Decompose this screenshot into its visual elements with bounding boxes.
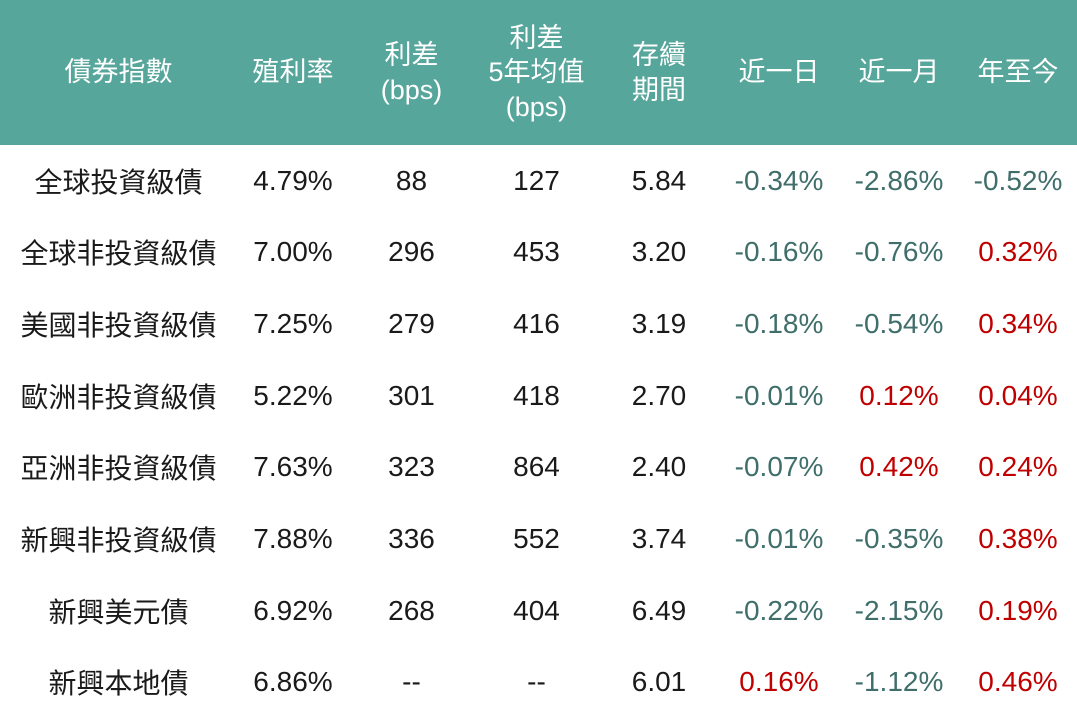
value-cell: -0.76% (839, 216, 959, 289)
value-cell: -2.15% (839, 574, 959, 647)
value-cell: 6.92% (237, 574, 349, 647)
value-cell: 7.00% (237, 216, 349, 289)
header-spread-bps: 利差 (bps) (349, 0, 474, 145)
value-cell: 0.38% (959, 503, 1077, 575)
table-row: 全球投資級債 4.79% 88 127 5.84 -0.34% -2.86% -0.52% (0, 145, 1077, 217)
header-duration: 存續 期間 (599, 0, 719, 145)
value-cell: 7.63% (237, 431, 349, 504)
value-cell: 7.88% (237, 503, 349, 575)
value-cell: 4.79% (237, 145, 349, 217)
value-cell: -0.18% (719, 288, 839, 360)
value-cell: -0.07% (719, 431, 839, 504)
value-cell: 3.20 (599, 216, 719, 289)
value-cell: -0.01% (719, 503, 839, 575)
table-header: 債券指數 殖利率 利差 (bps) 利差 5年均值 (bps) 存續 期間 近一… (0, 0, 1077, 145)
header-yield: 殖利率 (237, 0, 349, 145)
value-cell: 2.70 (599, 359, 719, 432)
value-cell: 5.22% (237, 359, 349, 432)
value-cell: 404 (474, 574, 599, 647)
value-cell: -2.86% (839, 145, 959, 217)
bond-index-name-cell: 亞洲非投資級債 (0, 431, 237, 504)
value-cell: -0.35% (839, 503, 959, 575)
table-row: 歐洲非投資級債 5.22% 301 418 2.70 -0.01% 0.12% 0.04% (0, 359, 1077, 432)
bond-index-name-cell: 新興本地債 (0, 646, 237, 718)
value-cell: 3.74 (599, 503, 719, 575)
value-cell: -0.01% (719, 359, 839, 432)
value-cell: 6.49 (599, 574, 719, 647)
table-row: 新興非投資級債 7.88% 336 552 3.74 -0.01% -0.35% 0.38% (0, 503, 1077, 575)
value-cell: -- (474, 646, 599, 718)
value-cell: 323 (349, 431, 474, 504)
table-row: 亞洲非投資級債 7.63% 323 864 2.40 -0.07% 0.42% 0.24% (0, 431, 1077, 504)
header-1-month: 近一月 (839, 0, 959, 145)
value-cell: 2.40 (599, 431, 719, 504)
table-row: 新興美元債 6.92% 268 404 6.49 -0.22% -2.15% 0.19% (0, 574, 1077, 647)
value-cell: 0.32% (959, 216, 1077, 289)
value-cell: 416 (474, 288, 599, 360)
value-cell: -0.22% (719, 574, 839, 647)
header-row: 債券指數 殖利率 利差 (bps) 利差 5年均值 (bps) 存續 期間 近一… (0, 0, 1077, 145)
header-year-to-date: 年至今 (959, 0, 1077, 145)
bond-index-name-cell: 全球非投資級債 (0, 216, 237, 289)
value-cell: 3.19 (599, 288, 719, 360)
value-cell: 7.25% (237, 288, 349, 360)
value-cell: -0.34% (719, 145, 839, 217)
value-cell: 453 (474, 216, 599, 289)
header-bond-index: 債券指數 (0, 0, 237, 145)
value-cell: -- (349, 646, 474, 718)
value-cell: -0.16% (719, 216, 839, 289)
value-cell: 0.19% (959, 574, 1077, 647)
value-cell: -0.54% (839, 288, 959, 360)
bond-index-name-cell: 新興非投資級債 (0, 503, 237, 575)
value-cell: 0.24% (959, 431, 1077, 504)
value-cell: 127 (474, 145, 599, 217)
value-cell: -0.52% (959, 145, 1077, 217)
bond-index-name-cell: 全球投資級債 (0, 145, 237, 217)
header-spread-5yr-avg-bps: 利差 5年均值 (bps) (474, 0, 599, 145)
value-cell: 0.42% (839, 431, 959, 504)
value-cell: 418 (474, 359, 599, 432)
value-cell: 0.04% (959, 359, 1077, 432)
value-cell: 88 (349, 145, 474, 217)
header-1-day: 近一日 (719, 0, 839, 145)
table-body: 全球投資級債 4.79% 88 127 5.84 -0.34% -2.86% -0.52% 全球… (0, 145, 1077, 718)
table-row: 新興本地債 6.86% -- -- 6.01 0.16% -1.12% 0.46% (0, 646, 1077, 718)
value-cell: 864 (474, 431, 599, 504)
value-cell: 279 (349, 288, 474, 360)
bond-index-name-cell: 美國非投資級債 (0, 288, 237, 360)
value-cell: -1.12% (839, 646, 959, 718)
value-cell: 6.86% (237, 646, 349, 718)
value-cell: 6.01 (599, 646, 719, 718)
value-cell: 0.16% (719, 646, 839, 718)
table-row: 全球非投資級債 7.00% 296 453 3.20 -0.16% -0.76% 0.32% (0, 216, 1077, 289)
value-cell: 5.84 (599, 145, 719, 217)
value-cell: 0.34% (959, 288, 1077, 360)
value-cell: 296 (349, 216, 474, 289)
table-row: 美國非投資級債 7.25% 279 416 3.19 -0.18% -0.54% 0.34% (0, 288, 1077, 360)
value-cell: 552 (474, 503, 599, 575)
value-cell: 0.12% (839, 359, 959, 432)
value-cell: 336 (349, 503, 474, 575)
value-cell: 0.46% (959, 646, 1077, 718)
bond-index-name-cell: 新興美元債 (0, 574, 237, 647)
bond-index-name-cell: 歐洲非投資級債 (0, 359, 237, 432)
value-cell: 268 (349, 574, 474, 647)
value-cell: 301 (349, 359, 474, 432)
